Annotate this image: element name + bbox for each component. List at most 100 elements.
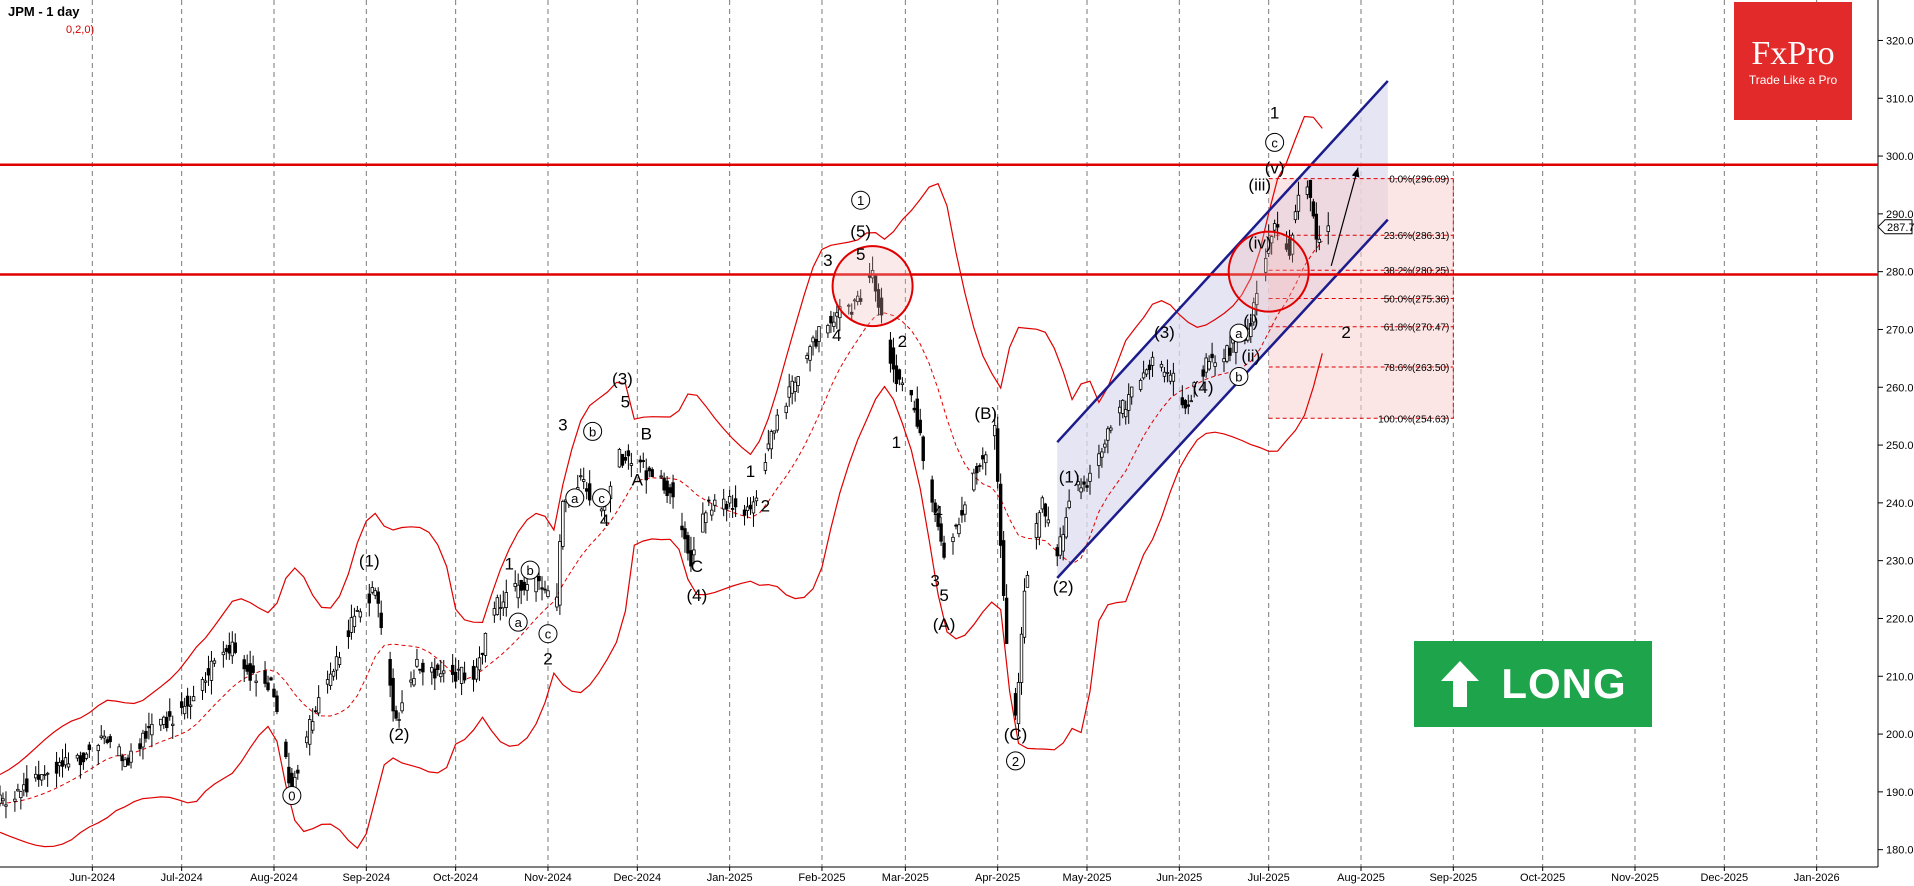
candle — [942, 535, 946, 560]
candle-body — [1141, 372, 1146, 379]
candle-body — [179, 701, 184, 708]
candle — [1311, 198, 1316, 219]
candle-body — [537, 575, 541, 582]
candle — [254, 674, 258, 697]
candle — [400, 690, 404, 714]
candle-body — [1121, 400, 1125, 414]
wave-label: (5) — [850, 222, 871, 241]
candle-body — [248, 663, 252, 681]
candle-body — [433, 668, 437, 679]
candle — [331, 668, 336, 681]
candle — [421, 659, 425, 686]
candle-body — [185, 695, 190, 707]
candle — [474, 658, 479, 683]
candle — [850, 303, 854, 320]
candle-body — [1249, 323, 1253, 337]
candle — [269, 676, 273, 681]
candle — [325, 670, 330, 694]
candle — [1159, 360, 1164, 372]
candle-body — [1225, 345, 1229, 362]
wave-label-circled: a — [565, 488, 585, 508]
candle — [1022, 578, 1027, 644]
candle-body — [558, 541, 562, 606]
fib-level-label: 0.0%(296.09) — [1389, 175, 1449, 186]
candle — [308, 715, 312, 756]
wave-label-circled: b — [1229, 366, 1249, 386]
candle-body — [826, 325, 830, 334]
candle — [796, 376, 800, 393]
y-tick-label: 250.00 — [1886, 440, 1914, 452]
candle — [513, 570, 517, 592]
candle — [266, 675, 270, 692]
candle — [376, 587, 380, 618]
candle — [1019, 627, 1024, 695]
candle-body — [99, 735, 103, 738]
candle — [623, 450, 628, 464]
wave-label: (4) — [686, 586, 707, 605]
candle — [1228, 335, 1232, 362]
candle-body — [1252, 302, 1256, 323]
candle-body — [1180, 397, 1185, 406]
candle-body — [266, 682, 270, 691]
candle — [1004, 584, 1009, 644]
candle-body — [337, 657, 342, 665]
candle — [129, 743, 133, 769]
candle-body — [683, 528, 687, 540]
candle — [817, 326, 821, 353]
candle — [191, 685, 196, 702]
candle-body — [311, 721, 315, 731]
candle — [367, 583, 371, 617]
candle — [1013, 687, 1018, 720]
candle — [912, 400, 916, 413]
wave-label: c — [1271, 135, 1278, 150]
candle — [1201, 365, 1205, 390]
candle — [126, 754, 130, 766]
candle — [263, 661, 267, 688]
candle — [415, 648, 419, 668]
candle — [379, 600, 383, 635]
wave-label: C — [691, 557, 703, 576]
candle — [1293, 204, 1298, 224]
fib-level-label: 78.6%(263.50) — [1384, 363, 1450, 374]
candle — [1121, 399, 1125, 419]
candle-body — [909, 389, 914, 396]
candle — [182, 697, 187, 720]
last-price-tag — [1877, 219, 1913, 235]
candle — [188, 695, 193, 720]
candle — [37, 760, 41, 787]
candle-body — [147, 726, 151, 729]
candle-body — [284, 741, 288, 758]
candle-body — [1016, 682, 1021, 725]
candle — [227, 632, 232, 660]
candle — [373, 587, 377, 600]
candle — [543, 580, 547, 594]
candle-body — [1305, 186, 1310, 195]
candle-body — [1055, 547, 1059, 557]
candle — [144, 723, 148, 743]
candle-body — [16, 788, 20, 792]
candle — [346, 619, 351, 649]
candle-body — [498, 607, 503, 609]
candle — [730, 494, 735, 518]
wave-label: a — [571, 491, 579, 506]
candle-body — [75, 754, 80, 759]
candle-body — [504, 592, 508, 608]
x-tick-label: Jun-2025 — [1156, 872, 1202, 884]
candle-body — [546, 590, 550, 597]
candle-body — [45, 772, 50, 775]
candle — [388, 651, 392, 698]
wave-label: 5 — [621, 392, 630, 411]
y-tick-label: 180.00 — [1886, 845, 1914, 857]
candle-body — [165, 716, 169, 729]
candle-body — [850, 311, 854, 315]
candle — [150, 713, 154, 748]
candle-body — [1109, 427, 1113, 431]
candle-body — [1004, 597, 1009, 644]
candle-body — [409, 679, 413, 683]
wave-label-ring — [1229, 366, 1249, 386]
candle — [1085, 478, 1089, 493]
y-tick-label: 220.00 — [1886, 613, 1914, 625]
candle — [984, 451, 988, 476]
candle — [504, 579, 508, 617]
